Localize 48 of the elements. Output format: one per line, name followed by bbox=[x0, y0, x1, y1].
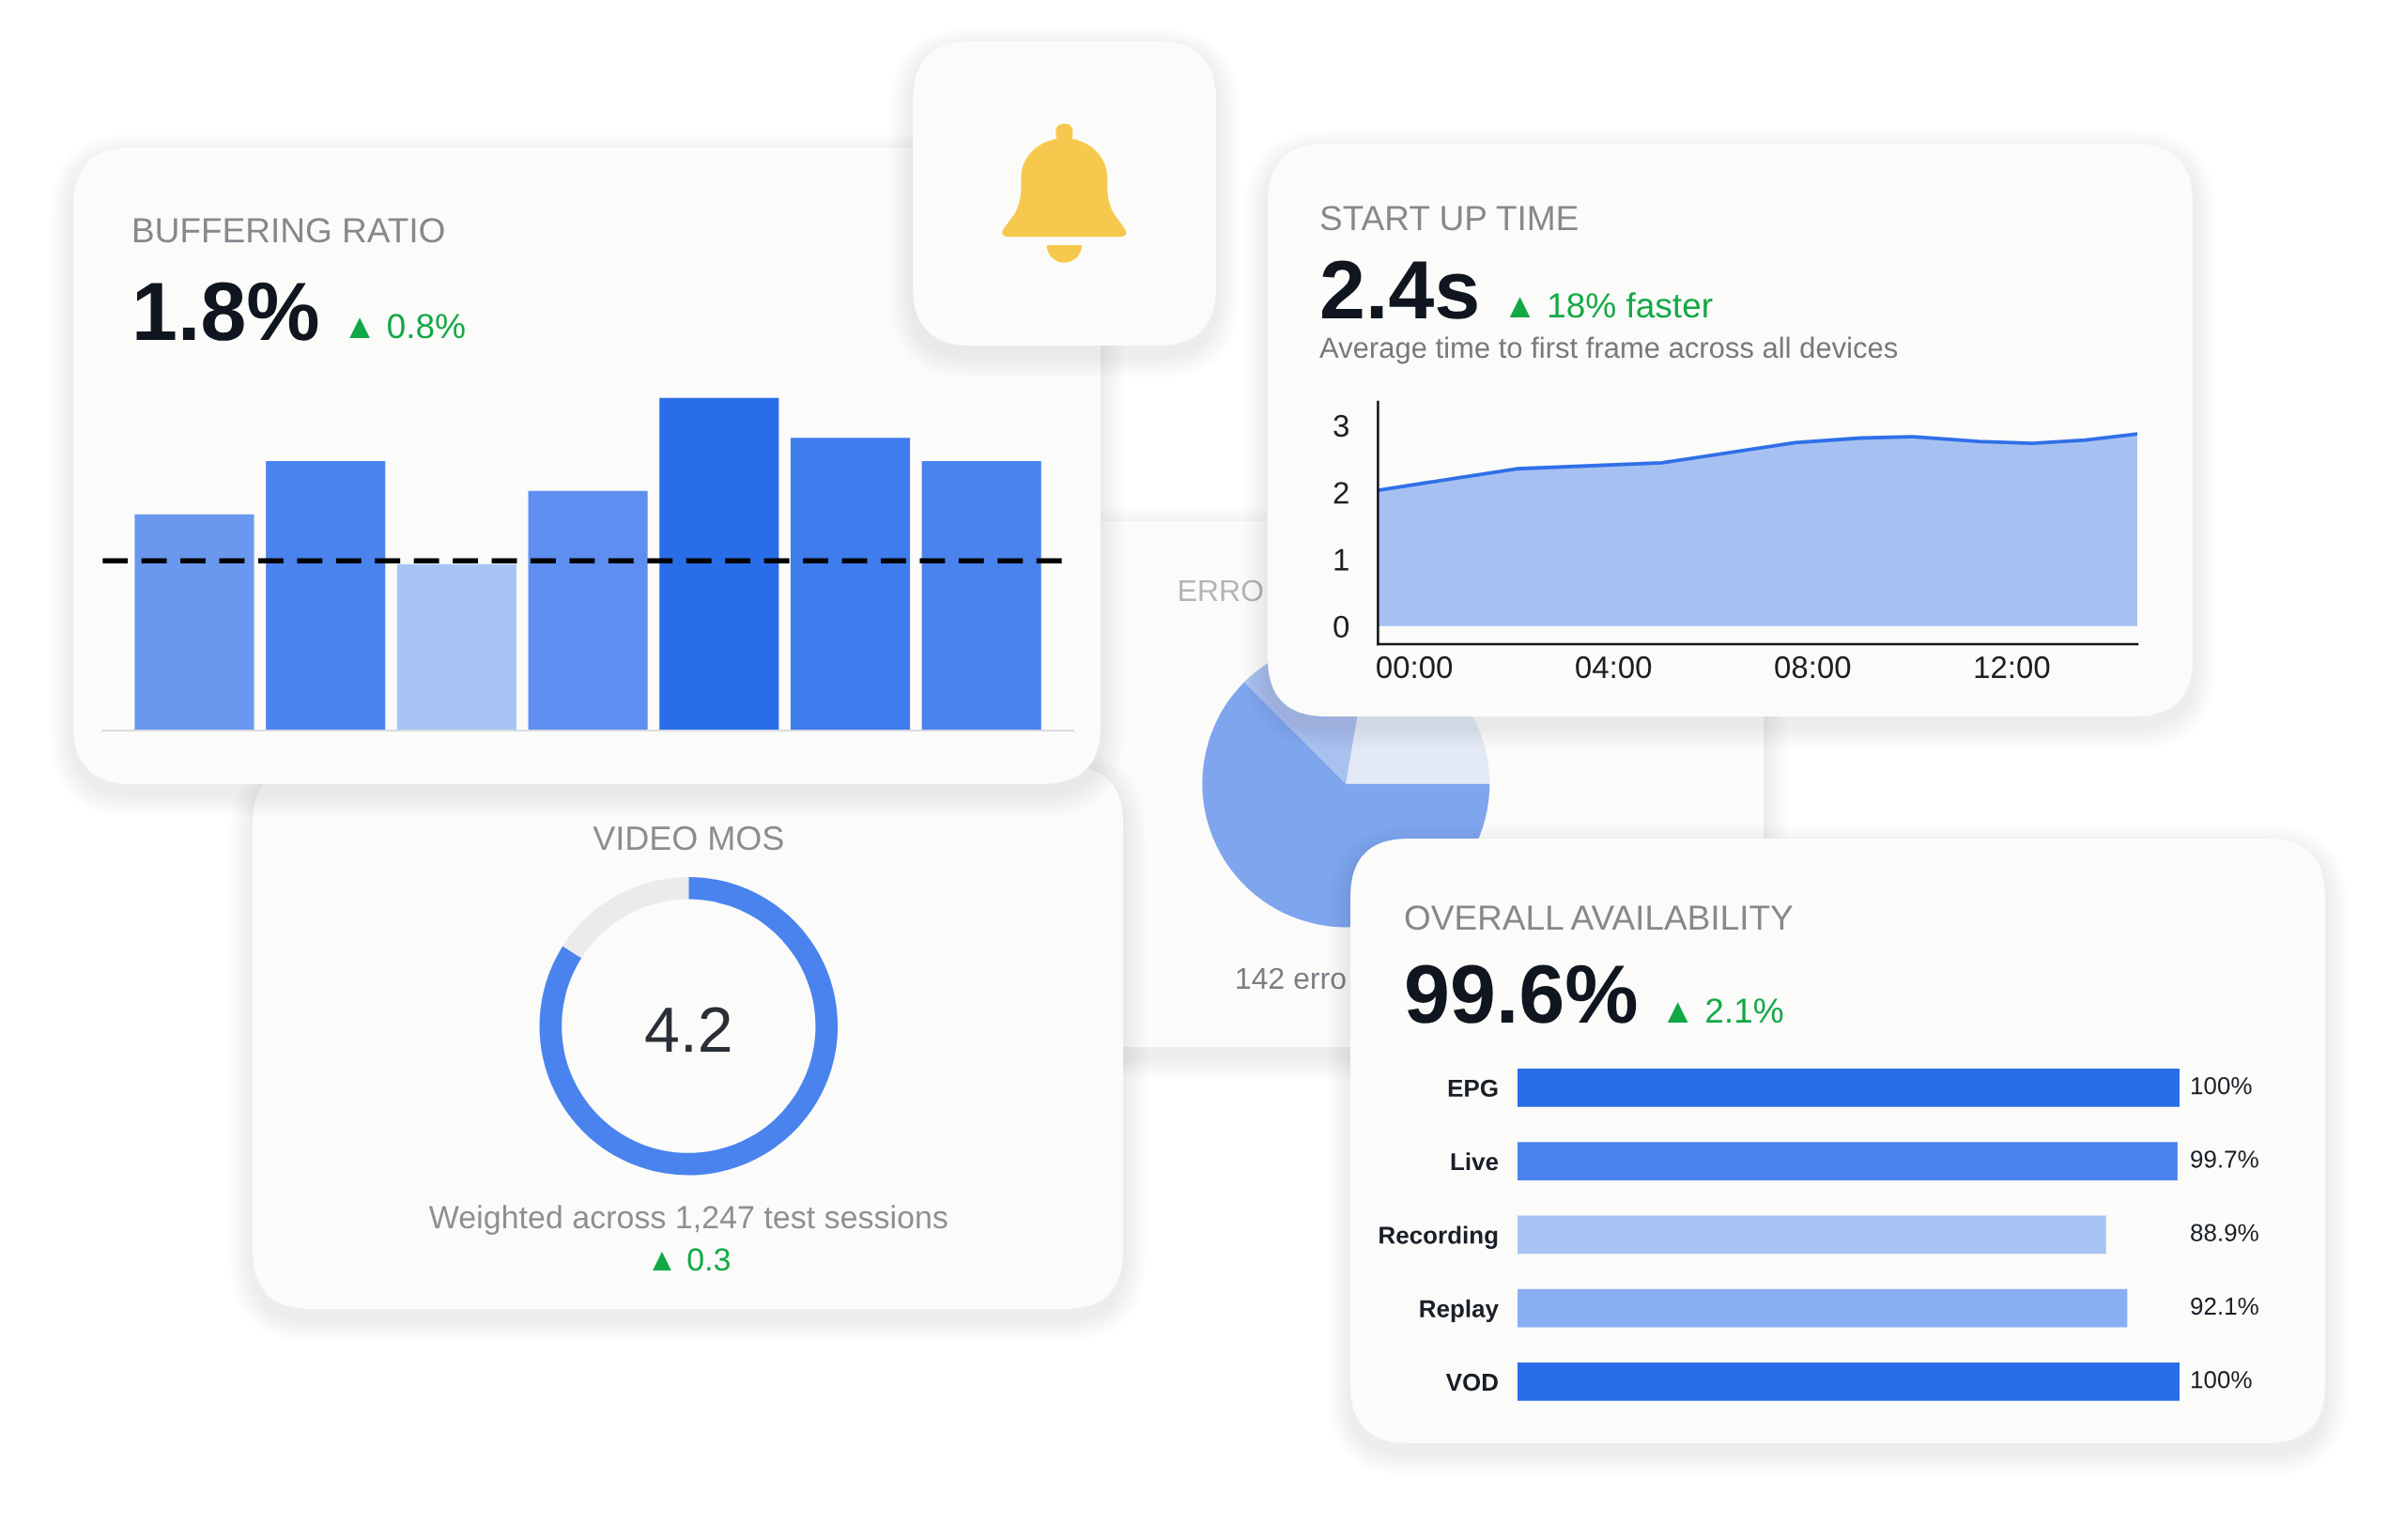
bar bbox=[1518, 1363, 2180, 1401]
bar bbox=[1518, 1215, 2106, 1255]
text: 142 erro bbox=[1237, 967, 1346, 990]
text: ▲ 0.8% bbox=[349, 314, 465, 339]
chart-subtitle: 2.4s bbox=[1322, 260, 1477, 319]
y-tick-label: Recording bbox=[1379, 1225, 1498, 1249]
y-tick-label: 3 bbox=[1333, 414, 1348, 438]
bar bbox=[659, 397, 779, 731]
y-tick-label: 1 bbox=[1334, 548, 1348, 571]
x-tick-label: 00:00 bbox=[1377, 655, 1453, 679]
y-tick-label: VOD bbox=[1445, 1373, 1498, 1392]
data-label: 100% bbox=[2191, 1371, 2252, 1389]
chart-title: ERRO bbox=[1179, 579, 1263, 602]
data-label: 100% bbox=[2191, 1077, 2252, 1095]
text: 4.2 bbox=[645, 1007, 731, 1052]
chart-title: BUFFERING RATIO bbox=[134, 218, 444, 243]
y-tick-label: 2 bbox=[1333, 482, 1348, 504]
bar bbox=[1518, 1142, 2178, 1181]
y-tick-label: Live bbox=[1451, 1152, 1499, 1171]
x-tick-label: 12:00 bbox=[1975, 655, 2050, 679]
chart-title: OVERALL AVAILABILITY bbox=[1405, 905, 1793, 931]
bar bbox=[790, 438, 911, 731]
bar bbox=[1518, 1288, 2128, 1328]
data-label: 92.1% bbox=[2191, 1297, 2258, 1316]
text: Weighted across 1,247 test sessions bbox=[428, 1205, 948, 1236]
data-label: 88.9% bbox=[2191, 1224, 2258, 1241]
text: ▲ 2.1% bbox=[1667, 998, 1783, 1024]
chart-title: START UP TIME bbox=[1320, 206, 1578, 231]
x-tick-label: 08:00 bbox=[1775, 655, 1851, 679]
bar bbox=[528, 490, 648, 731]
data-label: 99.7% bbox=[2191, 1150, 2258, 1168]
donut-slice bbox=[539, 876, 839, 1176]
y-tick-label: 0 bbox=[1333, 615, 1349, 639]
bar bbox=[134, 514, 254, 731]
text: ▲ 0.3 bbox=[653, 1248, 730, 1271]
x-tick-label: 04:00 bbox=[1576, 655, 1652, 679]
y-tick-label: EPG bbox=[1448, 1079, 1498, 1098]
bar bbox=[266, 460, 386, 731]
bar bbox=[396, 563, 516, 731]
donut-slice bbox=[562, 876, 689, 959]
y-tick-label: Replay bbox=[1420, 1299, 1499, 1323]
text: Average time to first frame across all devices bbox=[1319, 336, 1898, 364]
chart-subtitle: 99.6% bbox=[1407, 964, 1637, 1024]
text: ▲ 18% faster bbox=[1509, 292, 1713, 318]
chart-subtitle: 1.8% bbox=[136, 282, 318, 341]
bar bbox=[921, 460, 1041, 731]
bar bbox=[1518, 1069, 2180, 1107]
chart-title: VIDEO MOS bbox=[593, 825, 783, 851]
